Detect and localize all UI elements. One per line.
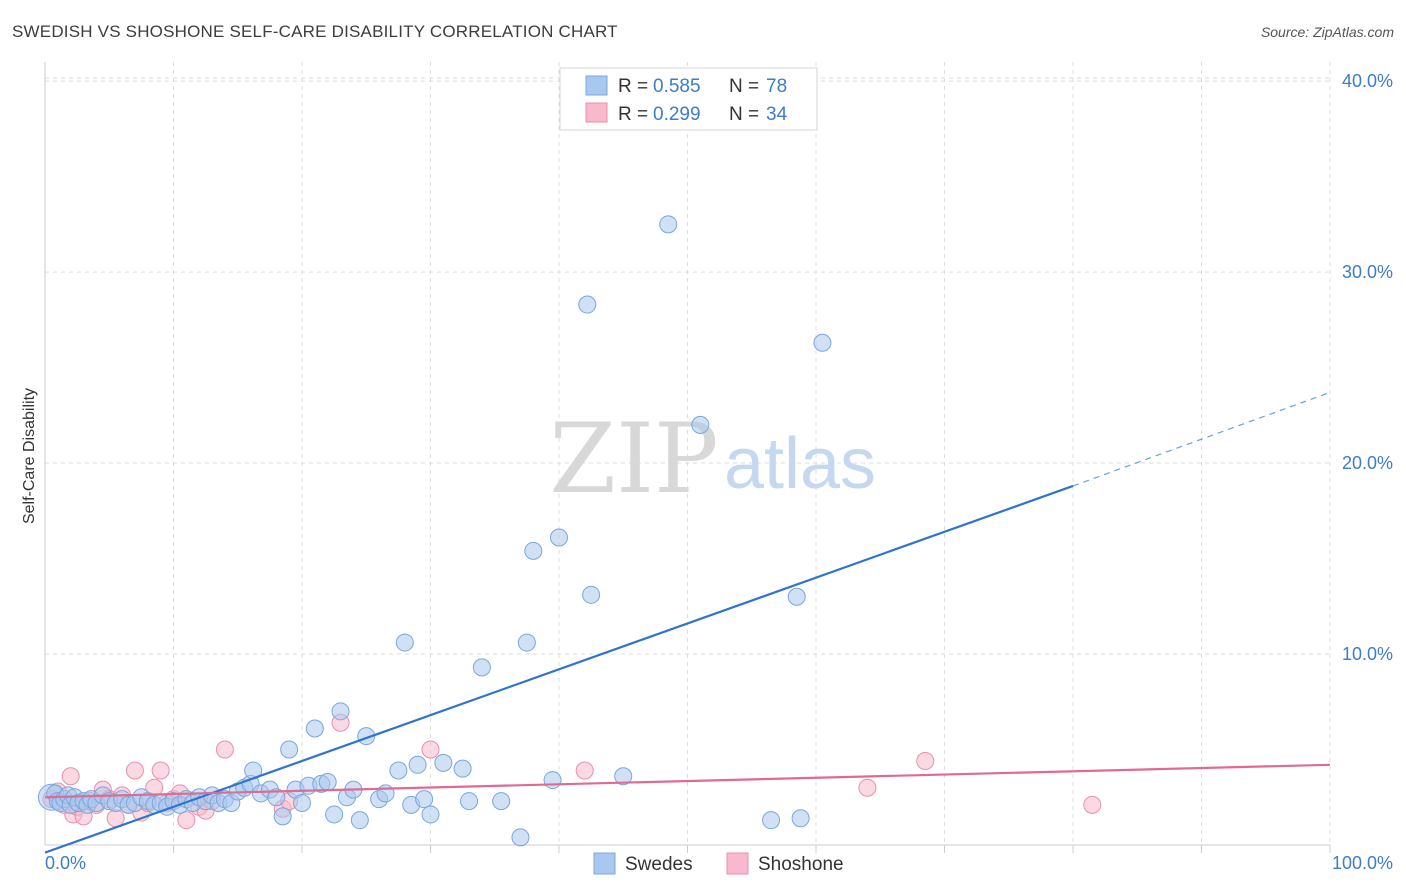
swedes-point (614, 767, 633, 786)
shoshone-point (575, 761, 594, 780)
watermark: ZIP atlas (549, 403, 876, 515)
swedes-point (273, 807, 292, 826)
swedes-point (511, 828, 530, 847)
bottom-legend-swatch-shoshone (726, 852, 749, 875)
swedes-point (791, 809, 810, 828)
shoshone-point (916, 751, 935, 770)
swedes-point (421, 805, 440, 824)
shoshone-trend-line (44, 763, 1331, 799)
swedes-point (453, 759, 472, 778)
bottom-legend-swatch-swedes (593, 852, 616, 875)
legend-r-value-shoshone: 0.299 (653, 104, 701, 125)
watermark-atlas: atlas (724, 424, 876, 504)
shoshone-point (177, 811, 196, 830)
y-tick-label: 40.0% (1342, 71, 1393, 91)
swedes-point (578, 295, 597, 314)
swedes-point (293, 793, 311, 812)
x-tick-label: 0.0% (45, 853, 86, 873)
swedes-point (691, 415, 710, 434)
swedes-point (267, 788, 286, 807)
trend-lines (44, 391, 1331, 854)
watermark-zip: ZIP (549, 403, 718, 515)
swedes-point (550, 528, 568, 547)
legend-swatch-shoshone (585, 102, 608, 123)
y-tick-label: 20.0% (1342, 453, 1393, 473)
swedes-point (472, 658, 491, 677)
shoshone-point (151, 761, 170, 780)
y-tick-labels: 10.0% 20.0% 30.0% 40.0% (1342, 71, 1393, 664)
x-tick-label: 100.0% (1332, 853, 1393, 873)
shoshone-point (125, 761, 144, 780)
swedes-point (434, 753, 453, 772)
legend-n-label-swedes: N = (729, 76, 759, 97)
legend-r-label-shoshone: R = (618, 104, 648, 125)
swedes-point (318, 772, 337, 791)
swedes-point (305, 719, 324, 738)
swedes-point (659, 215, 678, 234)
legend-r-label-swedes: R = (618, 76, 648, 97)
series-shoshone-points (42, 713, 1102, 830)
chart-title: SWEDISH VS SHOSHONE SELF-CARE DISABILITY… (12, 22, 618, 41)
swedes-point (460, 792, 479, 811)
bottom-legend: Swedes Shoshone (593, 852, 844, 875)
legend-n-value-swedes: 78 (766, 76, 787, 97)
y-tick-label: 10.0% (1342, 644, 1393, 664)
top-legend: R = 0.585 N = 78 R = 0.299 N = 34 (559, 67, 818, 131)
swedes-point (517, 633, 536, 652)
legend-swatch-swedes (585, 75, 608, 96)
swedes-point (813, 333, 832, 352)
shoshone-point (61, 767, 80, 786)
swedes-trend-extension (1072, 391, 1331, 487)
swedes-point (389, 761, 408, 780)
swedes-point (280, 740, 299, 759)
swedes-point (325, 805, 344, 824)
swedes-trend-line (44, 484, 1074, 854)
swedes-point (543, 771, 562, 790)
shoshone-point (421, 740, 440, 759)
bottom-legend-label-shoshone: Shoshone (758, 854, 844, 875)
bottom-legend-label-swedes: Swedes (625, 854, 693, 875)
swedes-point (350, 811, 369, 830)
swedes-point (415, 790, 434, 809)
axes (44, 62, 1331, 853)
swedes-point (582, 585, 601, 604)
swedes-point (524, 541, 543, 560)
x-tick-labels: 0.0% 100.0% (45, 853, 1393, 873)
shoshone-point (858, 778, 877, 797)
swedes-point (395, 633, 414, 652)
shoshone-point (215, 740, 234, 759)
legend-n-label-shoshone: N = (729, 104, 759, 125)
swedes-point (408, 755, 427, 774)
legend-n-value-shoshone: 34 (766, 104, 788, 125)
swedes-point (331, 702, 350, 721)
swedes-point (787, 587, 806, 606)
swedes-point (762, 811, 781, 830)
legend-r-value-swedes: 0.585 (653, 76, 701, 97)
source-label: Source: ZipAtlas.com (1260, 24, 1394, 40)
y-tick-label: 30.0% (1342, 262, 1393, 282)
y-axis-label: Self-Care Disability (21, 388, 38, 524)
swedes-point (492, 792, 511, 811)
shoshone-point (1083, 795, 1102, 814)
